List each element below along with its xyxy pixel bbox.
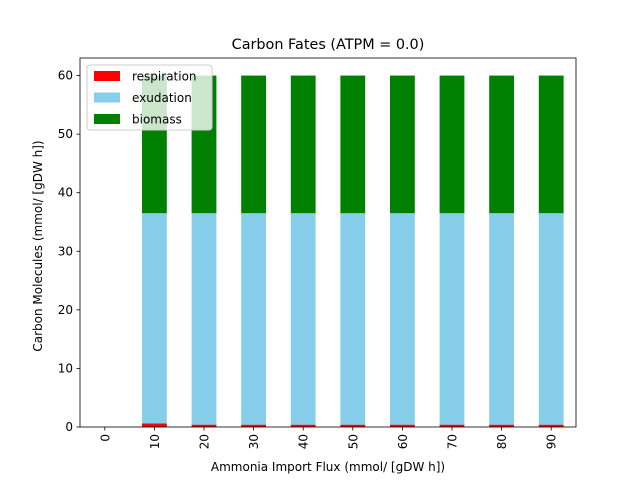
legend-label-exudation: exudation [132, 91, 192, 105]
bar-respiration-20 [191, 424, 217, 427]
bar-respiration-10 [142, 423, 167, 427]
x-tick-label: 60 [396, 434, 410, 449]
bar-respiration-40 [290, 424, 316, 427]
bar-biomass-60 [390, 75, 415, 214]
legend-swatch-respiration [94, 71, 120, 81]
x-tick-label: 50 [346, 434, 360, 449]
x-tick-label: 30 [247, 434, 261, 449]
legend-swatch-biomass [94, 114, 120, 124]
bar-biomass-40 [290, 75, 316, 214]
x-tick-label: 20 [198, 434, 212, 449]
bar-exudation-50 [340, 213, 366, 425]
y-axis-label: Carbon Molecules (mmol/ [gDW h]) [31, 140, 45, 351]
y-tick-label: 0 [65, 420, 73, 434]
y-tick-label: 50 [58, 127, 73, 141]
y-tick-label: 10 [58, 361, 73, 375]
x-tick-label: 90 [545, 434, 559, 449]
x-tick-label: 80 [495, 434, 509, 449]
bar-respiration-80 [489, 424, 514, 427]
x-axis-label: Ammonia Import Flux (mmol/ [gDW h]) [211, 460, 445, 474]
legend-label-respiration: respiration [132, 70, 197, 84]
bar-respiration-70 [439, 424, 465, 427]
y-tick-label: 20 [58, 303, 73, 317]
bar-biomass-70 [439, 75, 465, 214]
y-tick-label: 40 [58, 186, 73, 200]
legend-box [86, 64, 213, 131]
bar-biomass-30 [241, 75, 266, 214]
bar-respiration-60 [390, 424, 415, 427]
x-tick-label: 0 [98, 434, 112, 442]
x-tick-label: 40 [297, 434, 311, 449]
axes-group: 0 10 20 30 40 50 60 0 10 20 30 40 50 60 70 80 90 [58, 57, 577, 449]
legend: respiration exudation biomass [86, 64, 213, 131]
x-tick-label: 10 [148, 434, 162, 449]
bar-exudation-10 [142, 213, 167, 424]
bar-exudation-70 [439, 213, 465, 425]
bar-exudation-90 [538, 213, 564, 425]
bar-exudation-80 [489, 213, 514, 425]
legend-label-biomass: biomass [132, 113, 182, 127]
bars-group [142, 75, 564, 427]
bar-biomass-80 [489, 75, 514, 214]
chart-title: Carbon Fates (ATPM = 0.0) [232, 37, 425, 53]
bar-biomass-50 [340, 75, 366, 214]
bar-exudation-40 [290, 213, 316, 425]
y-tick-label: 30 [58, 244, 73, 258]
legend-swatch-exudation [94, 92, 120, 103]
bar-respiration-50 [340, 424, 366, 427]
bar-exudation-30 [241, 213, 266, 425]
plot-frame [79, 57, 577, 428]
bar-respiration-30 [241, 424, 266, 427]
y-tick-label: 60 [58, 69, 73, 83]
x-tick-label: 70 [446, 434, 460, 449]
bar-exudation-60 [390, 213, 415, 425]
bar-exudation-20 [191, 213, 217, 425]
bar-respiration-90 [538, 424, 564, 427]
bar-biomass-90 [538, 75, 564, 214]
